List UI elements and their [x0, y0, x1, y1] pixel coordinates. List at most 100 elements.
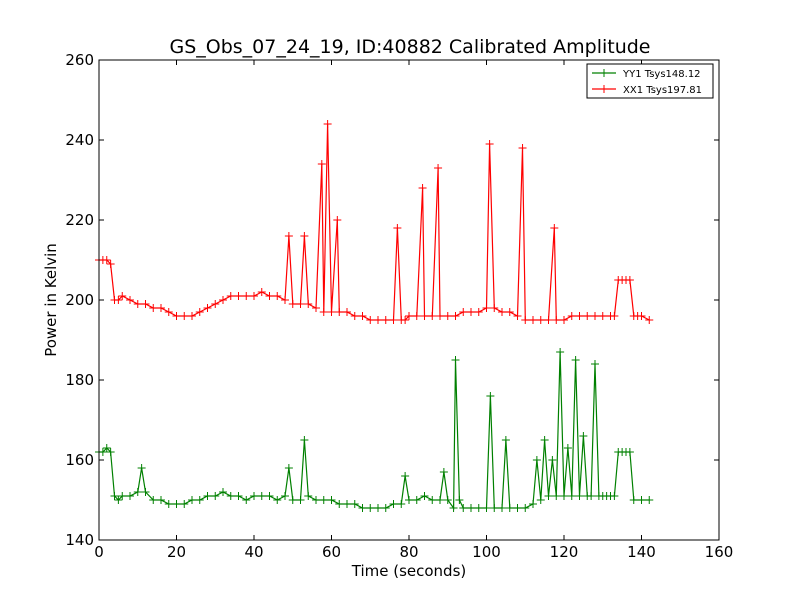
data-point — [195, 496, 204, 504]
data-point — [467, 308, 475, 316]
legend-item: YY1 Tsys148.12 — [592, 69, 701, 80]
data-point — [106, 448, 115, 456]
data-point — [284, 232, 293, 240]
data-point — [548, 456, 557, 464]
data-point — [242, 496, 251, 504]
y-tick-label: 180 — [65, 371, 94, 389]
data-point — [335, 308, 344, 316]
data-point — [420, 312, 429, 320]
data-point — [412, 312, 421, 320]
data-point — [459, 504, 468, 512]
data-point — [544, 316, 553, 324]
data-point — [610, 312, 619, 320]
x-tick-label: 80 — [399, 543, 418, 561]
data-point — [118, 492, 127, 500]
data-point — [560, 492, 568, 500]
x-tick-label: 20 — [167, 543, 186, 561]
data-point — [490, 504, 499, 512]
data-point — [518, 144, 527, 152]
data-point — [250, 492, 258, 500]
data-point — [180, 312, 189, 320]
x-tick-label: 40 — [244, 543, 263, 561]
data-point — [567, 312, 576, 320]
series-line — [99, 351, 650, 510]
legend-marker — [600, 85, 608, 93]
data-point — [482, 504, 491, 512]
data-point — [451, 356, 460, 364]
legend-label: YY1 Tsys148.12 — [622, 69, 701, 80]
data-point — [281, 492, 289, 500]
data-point — [319, 496, 328, 504]
data-point — [501, 436, 510, 444]
data-point — [126, 296, 134, 304]
data-point — [374, 504, 382, 512]
data-point — [219, 488, 227, 496]
y-tick-label: 200 — [65, 291, 94, 309]
data-point — [343, 308, 351, 316]
legend: YY1 Tsys148.12 XX1 Tsys197.81 — [586, 63, 714, 99]
data-point — [110, 492, 119, 500]
data-point — [102, 444, 111, 452]
data-point — [455, 496, 464, 504]
data-point — [513, 504, 522, 512]
data-point — [529, 316, 537, 324]
data-point — [350, 312, 359, 320]
data-point — [393, 224, 402, 232]
data-point — [98, 448, 107, 456]
data-point — [335, 500, 344, 508]
series-line — [99, 123, 650, 321]
data-point — [211, 492, 220, 500]
legend-marker — [600, 69, 608, 77]
data-point — [203, 304, 212, 312]
data-point — [234, 492, 243, 500]
x-tick-label: 100 — [472, 543, 501, 561]
data-point — [498, 308, 506, 316]
data-point — [420, 492, 429, 500]
y-tick-label: 260 — [65, 51, 94, 69]
data-point — [257, 288, 266, 296]
data-point — [571, 356, 580, 364]
data-point — [529, 500, 537, 508]
chart-title: GS_Obs_07_24_19, ID:40882 Calibrated Amp… — [169, 36, 650, 58]
data-point — [141, 488, 150, 496]
data-point — [317, 160, 326, 168]
legend-label: XX1 Tsys197.81 — [623, 85, 702, 96]
data-point — [443, 312, 452, 320]
data-point — [591, 360, 599, 368]
data-point — [137, 464, 146, 472]
data-point — [567, 492, 576, 500]
data-point — [273, 292, 282, 300]
data-point — [474, 504, 483, 512]
y-tick-label: 240 — [65, 131, 94, 149]
data-point — [188, 312, 196, 320]
data-point — [102, 256, 111, 264]
series-0 — [95, 348, 654, 512]
data-point — [106, 260, 115, 268]
data-point — [505, 308, 514, 316]
data-point — [234, 292, 243, 300]
data-point — [579, 432, 588, 440]
data-point — [242, 292, 251, 300]
x-tick-label: 120 — [550, 543, 579, 561]
data-point — [366, 316, 375, 324]
data-point — [343, 500, 351, 508]
data-point — [610, 492, 619, 500]
data-point — [485, 140, 494, 148]
data-point — [172, 312, 181, 320]
data-point — [498, 504, 506, 512]
data-point — [273, 496, 282, 504]
data-point — [513, 312, 522, 320]
data-point — [296, 300, 305, 308]
legend-item: XX1 Tsys197.81 — [592, 85, 702, 96]
y-tick-label: 220 — [65, 211, 94, 229]
data-point — [552, 316, 561, 324]
data-point — [312, 304, 320, 312]
data-point — [157, 304, 165, 312]
plot-frame — [98, 59, 720, 541]
data-point — [521, 316, 530, 324]
data-point — [203, 492, 212, 500]
data-point — [645, 496, 654, 504]
data-point — [521, 504, 530, 512]
data-point — [540, 436, 549, 444]
data-point — [625, 448, 634, 456]
